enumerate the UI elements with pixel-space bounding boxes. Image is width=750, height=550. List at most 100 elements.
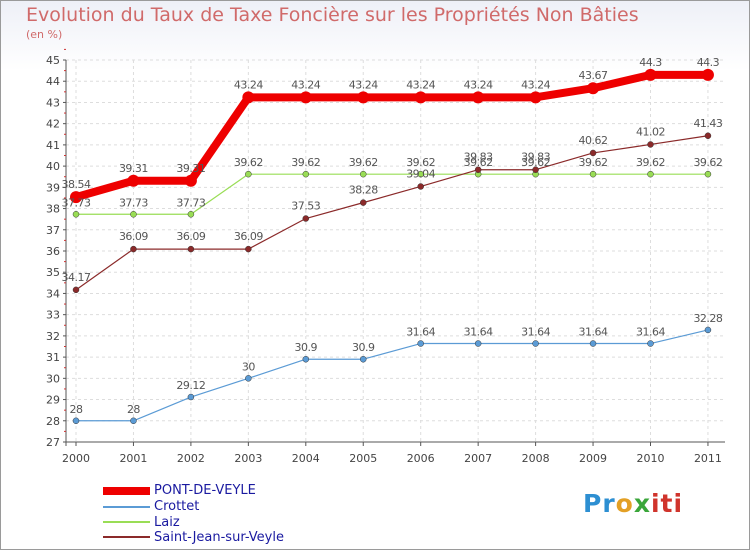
data-point bbox=[647, 340, 654, 347]
data-label: 32.28 bbox=[693, 312, 722, 325]
data-label: 43.24 bbox=[464, 78, 493, 91]
data-label: 37.73 bbox=[62, 196, 91, 209]
data-point bbox=[72, 286, 80, 294]
data-point bbox=[532, 340, 539, 347]
data-label: 29.12 bbox=[176, 379, 205, 392]
data-label: 31.64 bbox=[406, 326, 435, 339]
chart-title: Evolution du Taux de Taxe Foncière sur l… bbox=[26, 4, 639, 26]
data-point bbox=[417, 183, 424, 190]
y-axis-unit: (en %) bbox=[26, 28, 63, 41]
y-tick-label: 34 bbox=[46, 287, 60, 300]
data-label: 44.3 bbox=[639, 56, 662, 69]
data-point bbox=[647, 170, 654, 178]
data-point bbox=[644, 68, 657, 81]
data-point bbox=[72, 417, 80, 425]
data-point bbox=[302, 170, 310, 178]
data-label: 31.64 bbox=[521, 326, 550, 339]
data-point bbox=[130, 211, 137, 218]
data-label: 39.62 bbox=[349, 156, 378, 169]
data-label: 30.9 bbox=[295, 341, 318, 354]
data-label: 30 bbox=[242, 360, 255, 373]
x-tick-label: 2003 bbox=[234, 452, 262, 465]
data-point bbox=[130, 417, 137, 425]
data-point bbox=[704, 132, 712, 140]
data-label: 43.24 bbox=[406, 78, 435, 91]
y-tick-label: 41 bbox=[46, 139, 60, 152]
y-tick-label: 43 bbox=[46, 96, 60, 109]
data-label: 41.02 bbox=[636, 125, 665, 138]
y-tick-label: 33 bbox=[46, 309, 60, 322]
data-point bbox=[70, 191, 82, 204]
data-point bbox=[474, 166, 482, 173]
data-label: 30.9 bbox=[352, 341, 375, 354]
data-point bbox=[360, 199, 367, 206]
data-point bbox=[532, 166, 539, 173]
data-label: 39.62 bbox=[521, 156, 550, 169]
data-label: 39.62 bbox=[291, 156, 320, 169]
series-line-pont-de-veyle bbox=[74, 70, 708, 201]
data-point bbox=[701, 68, 714, 81]
data-point bbox=[302, 355, 310, 363]
data-point bbox=[127, 174, 140, 187]
y-tick-label: 36 bbox=[46, 245, 60, 258]
data-label: 36.09 bbox=[234, 230, 263, 243]
data-label: 43.24 bbox=[349, 78, 378, 91]
x-tick-label: 2004 bbox=[292, 452, 320, 465]
data-point bbox=[299, 91, 312, 104]
data-point bbox=[587, 82, 600, 95]
data-point bbox=[187, 211, 195, 218]
legend-label-laiz: Laiz bbox=[154, 515, 180, 530]
data-point bbox=[187, 245, 195, 253]
data-label: 43.24 bbox=[521, 78, 550, 91]
data-point bbox=[589, 340, 597, 347]
y-tick-label: 35 bbox=[46, 266, 60, 279]
data-label: 36.09 bbox=[176, 230, 205, 243]
data-label: 39.31 bbox=[176, 162, 205, 175]
data-point bbox=[529, 91, 542, 104]
x-tick-label: 2011 bbox=[694, 452, 722, 465]
x-tick-label: 2005 bbox=[349, 452, 377, 465]
data-label: 37.73 bbox=[176, 196, 205, 209]
data-label: 39.62 bbox=[406, 156, 435, 169]
data-label: 37.73 bbox=[119, 196, 148, 209]
data-point bbox=[360, 355, 367, 363]
proxiti-logo: Proxiti bbox=[583, 489, 684, 518]
x-tick-label: 2009 bbox=[579, 452, 607, 465]
data-label: 43.24 bbox=[234, 78, 263, 91]
data-point bbox=[357, 91, 370, 104]
data-point bbox=[242, 91, 255, 104]
y-tick-label: 32 bbox=[46, 330, 60, 343]
data-label: 39.83 bbox=[464, 151, 493, 164]
data-point bbox=[187, 393, 195, 401]
data-label: 31.64 bbox=[579, 326, 608, 339]
data-point bbox=[184, 174, 197, 187]
data-label: 44.3 bbox=[697, 56, 720, 69]
data-label: 43.24 bbox=[291, 78, 320, 91]
data-label: 36.09 bbox=[119, 230, 148, 243]
x-tick-label: 2002 bbox=[177, 452, 205, 465]
data-point bbox=[130, 245, 137, 253]
y-tick-label: 45 bbox=[46, 54, 60, 67]
data-label: 41.43 bbox=[693, 117, 722, 130]
data-label: 31.64 bbox=[464, 326, 493, 339]
x-tick-label: 2000 bbox=[62, 452, 90, 465]
series-line-crottet bbox=[76, 329, 709, 422]
data-point bbox=[414, 91, 427, 104]
x-tick-label: 2007 bbox=[464, 452, 492, 465]
y-tick-label: 44 bbox=[46, 75, 60, 88]
data-point bbox=[589, 170, 597, 178]
data-label: 39.62 bbox=[693, 156, 722, 169]
data-label: 39.62 bbox=[579, 156, 608, 169]
data-label: 43.67 bbox=[579, 69, 608, 82]
data-point bbox=[245, 170, 252, 178]
data-label: 40.62 bbox=[579, 134, 608, 147]
data-label: 28 bbox=[70, 403, 83, 416]
y-tick-label: 27 bbox=[46, 436, 60, 449]
data-point bbox=[360, 170, 367, 178]
data-point bbox=[474, 340, 482, 347]
data-label: 39.04 bbox=[406, 167, 435, 180]
legend-label-saint-jean-sur-veyle: Saint-Jean-sur-Veyle bbox=[154, 530, 284, 545]
x-tick-label: 2001 bbox=[119, 452, 147, 465]
